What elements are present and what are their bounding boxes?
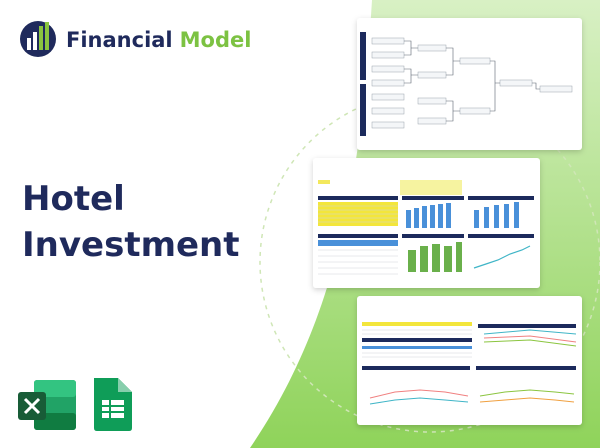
sheets-icon <box>94 378 132 431</box>
title-line: Hotel <box>22 179 125 219</box>
screenshot-card <box>357 18 582 150</box>
brand-first: Financial <box>66 28 173 52</box>
logo <box>20 21 56 57</box>
excel-icon <box>18 380 76 430</box>
title-line: Investment <box>22 225 240 265</box>
screenshot-card <box>357 296 582 425</box>
screenshot-card <box>313 158 540 288</box>
dashed-ring <box>259 91 600 433</box>
brand-second: Model <box>180 28 252 52</box>
